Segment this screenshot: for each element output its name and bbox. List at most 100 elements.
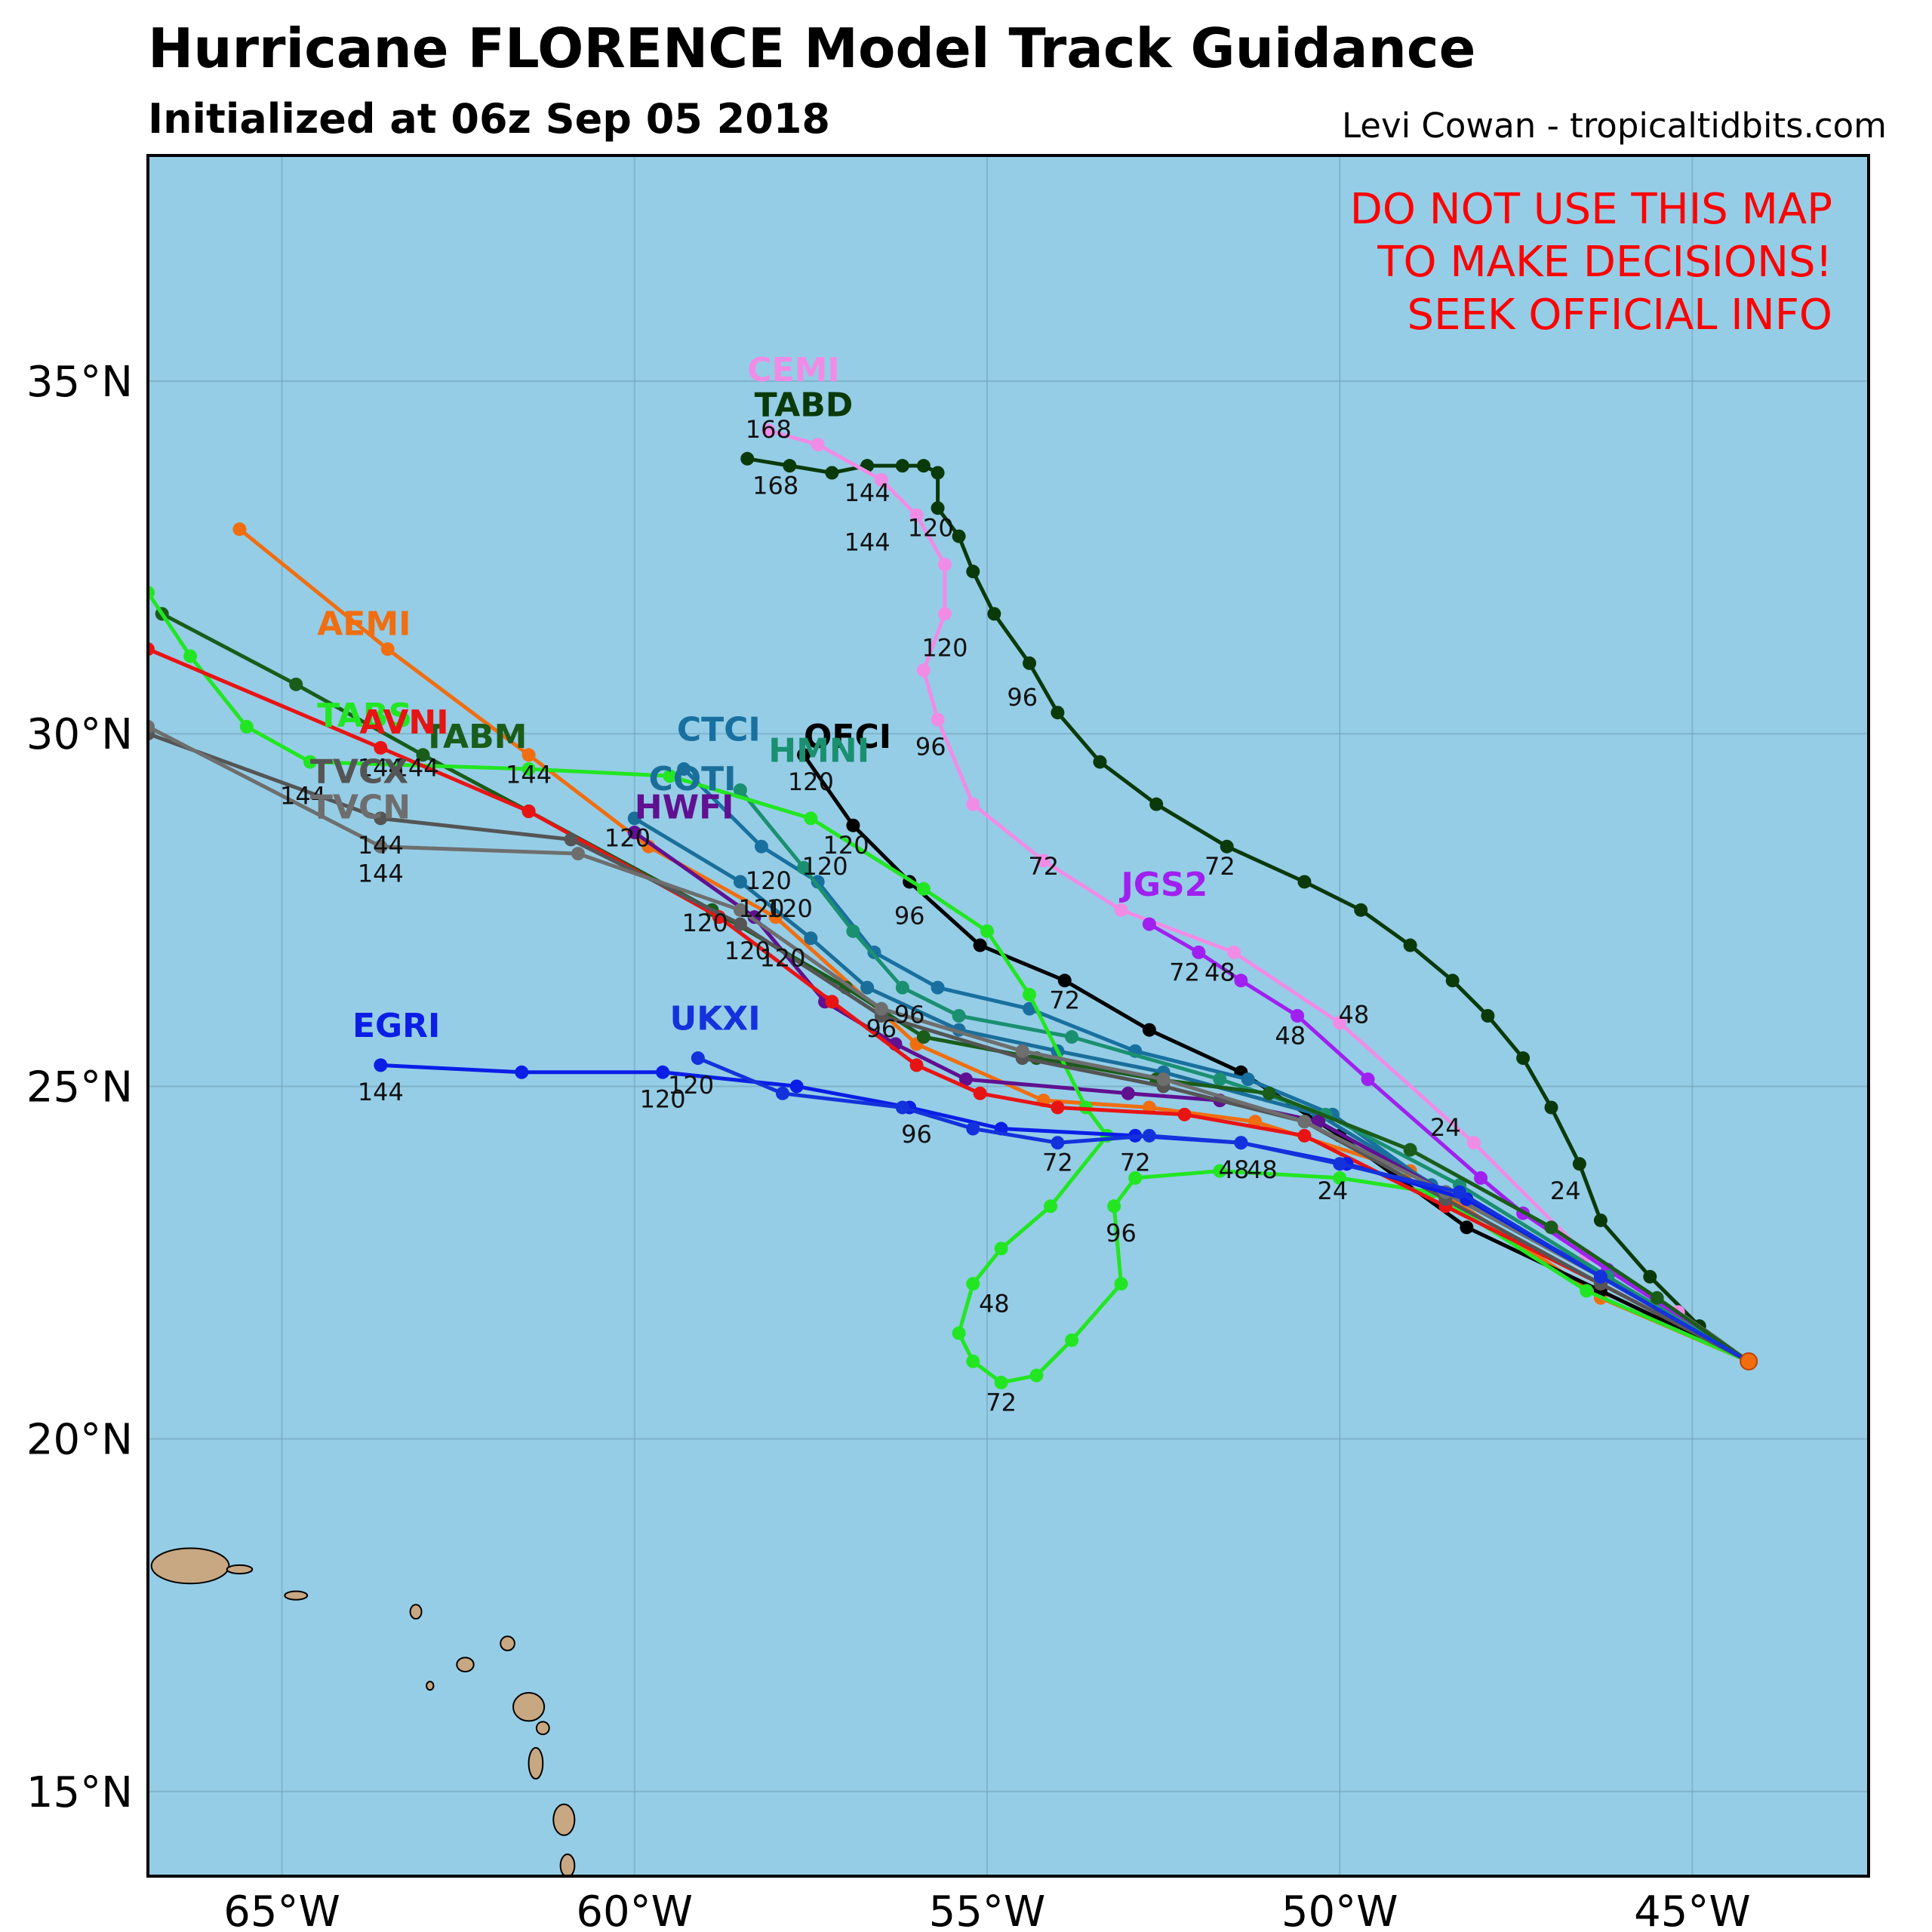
forecast-hour-label: 120 [921, 633, 968, 662]
track-point [797, 860, 811, 875]
island [500, 1635, 515, 1651]
track-point [1114, 903, 1128, 917]
forecast-hour-label: 144 [844, 528, 891, 556]
track-point [677, 761, 691, 776]
track-cemi [761, 423, 1750, 1363]
track-point [895, 459, 909, 473]
island [559, 1854, 576, 1876]
track-point [846, 924, 860, 938]
island [528, 1746, 544, 1780]
track-point [811, 875, 825, 889]
track-point [1572, 1157, 1586, 1171]
forecast-hour-label: 72 [986, 1388, 1017, 1417]
forecast-hour-label: 72 [1049, 986, 1080, 1015]
track-point [994, 1241, 1008, 1256]
track-point [1297, 1128, 1312, 1143]
track-line [148, 591, 1750, 1385]
track-point [973, 1086, 987, 1100]
model-label: TABM [423, 718, 527, 756]
forecast-hour-label: 96 [866, 1014, 897, 1043]
track-point [733, 903, 747, 917]
lat-tick-label: 30°N [26, 710, 133, 759]
forecast-hour-label: 120 [605, 824, 651, 853]
track-point [733, 875, 747, 889]
track-point [1453, 1185, 1467, 1199]
track-point [1460, 1220, 1474, 1235]
map-title: Hurricane FLORENCE Model Track Guidance [148, 17, 1476, 80]
track-point [289, 677, 303, 691]
forecast-hour-label: 120 [640, 1084, 686, 1113]
track-point [1354, 903, 1368, 917]
forecast-hour-label: 72 [1204, 852, 1235, 881]
lat-tick-label: 15°N [26, 1768, 133, 1817]
track-point [909, 508, 924, 522]
forecast-hour-label: 48 [979, 1289, 1010, 1318]
track-point [1142, 917, 1156, 931]
model-label: JGS2 [1119, 866, 1208, 904]
model-label: TVCX [310, 753, 408, 792]
model-label: CTCI [677, 711, 761, 749]
track-point [797, 748, 811, 762]
track-point [895, 1100, 909, 1115]
track-point [239, 719, 254, 734]
island [456, 1657, 475, 1673]
model-label: COTI [648, 760, 736, 798]
track-point [1036, 854, 1051, 868]
model-label: CEMI [747, 351, 840, 389]
model-label: HWFI [635, 788, 734, 826]
track-point [1057, 974, 1072, 988]
island [284, 1590, 309, 1601]
track-point [148, 642, 155, 657]
track-point [1241, 1072, 1255, 1087]
track-point [1333, 1157, 1347, 1171]
track-point [1516, 1051, 1531, 1066]
lon-tick-label: 60°W [576, 1887, 693, 1932]
track-point [1093, 755, 1107, 769]
forecast-hour-label: 144 [358, 831, 404, 860]
track-point [183, 649, 198, 663]
forecast-hour-label: 144 [358, 1078, 404, 1106]
track-point [627, 826, 641, 840]
track-point [1065, 1030, 1079, 1044]
track-point [874, 1001, 888, 1016]
track-point [627, 811, 641, 826]
track-point [1142, 1023, 1156, 1037]
forecast-hour-label: 120 [908, 514, 954, 543]
forecast-hour-label: 72 [1120, 1149, 1151, 1177]
track-point [825, 466, 839, 480]
track-point [1580, 1284, 1594, 1298]
forecast-hour-label: 48 [1204, 958, 1235, 986]
forecast-hour-label: 96 [1007, 683, 1038, 712]
island [535, 1721, 550, 1736]
track-point [1121, 1086, 1135, 1100]
track-point [521, 761, 536, 776]
forecast-hour-label: 144 [506, 761, 552, 789]
model-label: OFCI [804, 718, 891, 756]
track-point [987, 607, 1001, 621]
forecast-hour-label: 120 [823, 831, 869, 860]
track-point [733, 783, 747, 797]
track-point [811, 438, 825, 452]
lat-tick-label: 35°N [26, 358, 133, 407]
track-point [148, 719, 155, 734]
island [150, 1547, 230, 1585]
track-point [1466, 1136, 1481, 1150]
map-credit: Levi Cowan - tropicaltidbits.com [1342, 106, 1887, 146]
track-point [1156, 1072, 1171, 1087]
lat-tick-label: 25°N [26, 1063, 133, 1112]
track-line [746, 457, 1750, 1363]
axis-labels: 65°W 60°W 55°W 50°W 45°W 35°N 30°N 25°N 20°N 15°N [26, 358, 1751, 1932]
track-point [1297, 1115, 1312, 1129]
model-label: TABD [755, 386, 854, 425]
track-point [1142, 1128, 1156, 1143]
track-point [1544, 1220, 1558, 1235]
track-point [931, 466, 945, 480]
forecast-hour-label: 96 [901, 1120, 932, 1149]
forecast-hour-label: 48 [1339, 1000, 1370, 1029]
track-point [966, 797, 980, 811]
track-point [1474, 1171, 1488, 1185]
track-point [994, 1375, 1008, 1389]
land-layer [150, 1547, 576, 1876]
map-subtitle: Initialized at 06z Sep 05 2018 [148, 95, 830, 143]
